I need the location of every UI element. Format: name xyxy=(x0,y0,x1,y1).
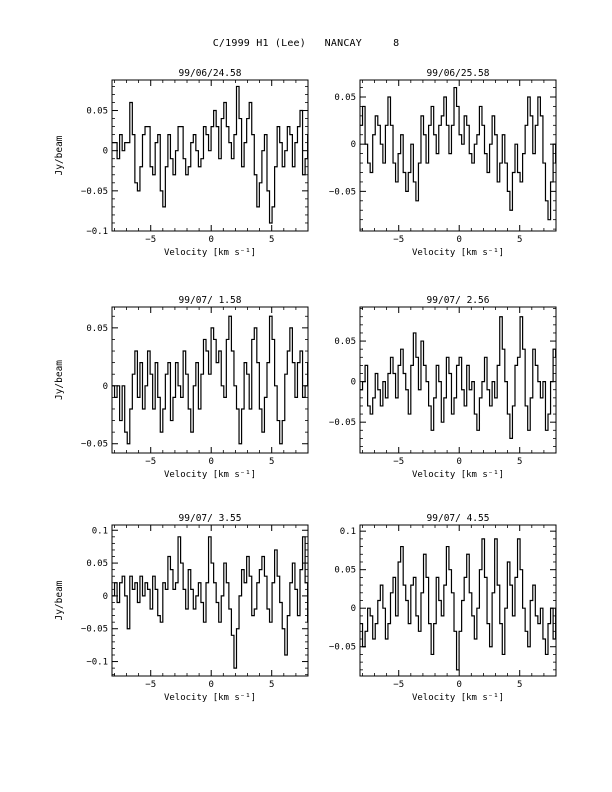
panel-6: −5 0 5 0.1 0.05 0 −0.05 99/07/ 4.55 Velocity [km… xyxy=(329,513,557,703)
x-axis-label: Velocity [km s⁻¹] xyxy=(412,470,504,480)
x-tick-label: −5 xyxy=(145,680,156,690)
x-tick-label: 0 xyxy=(208,457,213,467)
x-tick-label: 5 xyxy=(517,680,522,690)
panel-1: −5 0 5 0.05 0 −0.05 −0.1 99/06/24.58 Velocity [k… xyxy=(54,68,309,258)
x-tick-label: 0 xyxy=(456,680,461,690)
panel-2: −5 0 5 0.05 0 −0.05 99/06/25.58 Velocity [km s⁻… xyxy=(329,68,557,258)
y-axis-label: Jy/beam xyxy=(54,360,65,400)
panel-title: 99/07/ 1.58 xyxy=(179,295,242,306)
y-tick-label: 0 xyxy=(103,592,108,602)
y-tick-label: 0.05 xyxy=(86,107,108,117)
plot-frame xyxy=(359,524,557,677)
x-tick-label: −5 xyxy=(393,235,404,245)
x-tick-label: 5 xyxy=(269,235,274,245)
x-tick-label: 0 xyxy=(208,235,213,245)
x-tick-label: 5 xyxy=(517,457,522,467)
panel-title: 99/07/ 3.55 xyxy=(179,513,242,524)
plot-frame xyxy=(359,79,557,232)
panel-title: 99/06/24.58 xyxy=(179,68,242,79)
x-tick-label: −5 xyxy=(145,457,156,467)
x-axis-label: Velocity [km s⁻¹] xyxy=(164,693,256,703)
panel-5: −5 0 5 0.1 0.05 0 −0.05 −0.1 99/07/ 3.55 Velocity… xyxy=(54,513,309,703)
x-tick-label: −5 xyxy=(145,235,156,245)
panel-title: 99/07/ 2.56 xyxy=(427,295,490,306)
spectrum-line xyxy=(112,85,309,224)
y-tick-label: 0.05 xyxy=(86,559,108,569)
x-tick-label: −5 xyxy=(393,680,404,690)
x-tick-label: 0 xyxy=(456,457,461,467)
x-axis-label: Velocity [km s⁻¹] xyxy=(412,693,504,703)
panel-title: 99/07/ 4.55 xyxy=(427,513,490,524)
spectrum-line xyxy=(112,315,309,445)
x-axis-label: Velocity [km s⁻¹] xyxy=(164,248,256,258)
panel-title: 99/06/25.58 xyxy=(427,68,490,79)
x-tick-label: 5 xyxy=(517,235,522,245)
y-tick-label: 0.05 xyxy=(334,566,356,576)
y-tick-label: −0.05 xyxy=(81,625,108,635)
spectrum-line xyxy=(360,86,557,221)
y-tick-label: −0.05 xyxy=(329,418,356,428)
y-axis-label: Jy/beam xyxy=(54,135,65,175)
x-tick-label: 5 xyxy=(269,457,274,467)
y-tick-label: 0 xyxy=(103,382,108,392)
plot-frame xyxy=(111,79,309,232)
y-tick-label: 0.05 xyxy=(86,324,108,334)
x-axis-label: Velocity [km s⁻¹] xyxy=(164,470,256,480)
y-tick-label: 0.05 xyxy=(334,93,356,103)
spectrum-line xyxy=(360,538,557,671)
plot-frame xyxy=(111,524,309,677)
y-tick-label: −0.05 xyxy=(329,187,356,197)
x-tick-label: 0 xyxy=(456,235,461,245)
y-tick-label: 0 xyxy=(351,378,356,388)
y-axis-label: Jy/beam xyxy=(54,580,65,620)
panel-4: −5 0 5 0.05 0 −0.05 99/07/ 2.56 Velocity [km s⁻… xyxy=(329,295,557,480)
x-axis-label: Velocity [km s⁻¹] xyxy=(412,248,504,258)
y-tick-label: −0.05 xyxy=(81,440,108,450)
y-tick-label: 0.1 xyxy=(340,527,356,537)
y-tick-label: 0 xyxy=(351,604,356,614)
y-tick-label: 0 xyxy=(103,147,108,157)
y-tick-label: −0.05 xyxy=(81,187,108,197)
spectrum-line xyxy=(360,316,557,439)
panel-3: −5 0 5 0.05 0 −0.05 99/07/ 1.58 Velocity [km s⁻… xyxy=(54,295,309,480)
y-tick-label: −0.05 xyxy=(329,643,356,653)
plot-frame xyxy=(111,306,309,454)
y-tick-label: −0.1 xyxy=(86,658,108,668)
y-tick-label: 0.1 xyxy=(92,526,108,536)
x-tick-label: −5 xyxy=(393,457,404,467)
spectrum-line xyxy=(112,536,309,669)
plot-frame xyxy=(359,306,557,454)
y-tick-label: 0 xyxy=(351,140,356,150)
y-tick-label: 0.05 xyxy=(334,337,356,347)
x-tick-label: 0 xyxy=(208,680,213,690)
y-tick-label: −0.1 xyxy=(86,227,108,237)
x-tick-label: 5 xyxy=(269,680,274,690)
page-title: C/1999 H1 (Lee) NANCAY 8 xyxy=(212,38,400,49)
